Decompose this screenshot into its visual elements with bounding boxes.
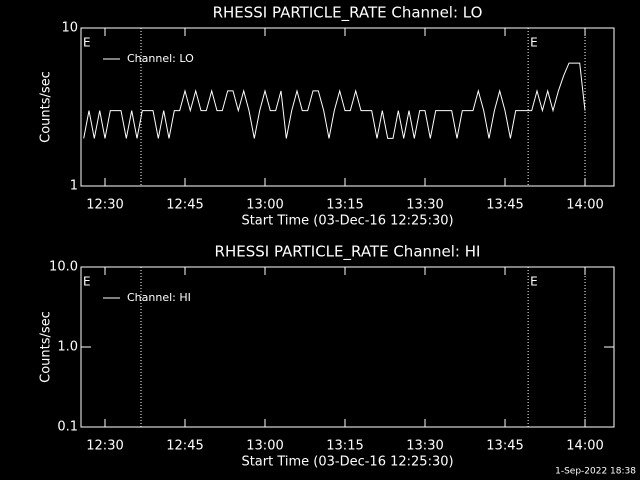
x-tick-label: 13:45 (486, 198, 523, 213)
x-axis-label: Start Time (03-Dec-16 12:25:30) (241, 214, 453, 229)
x-tick-label: 13:30 (406, 439, 443, 454)
y-tick-label: 10 (61, 21, 78, 36)
y-axis-label: Counts/sec (39, 311, 54, 383)
y-tick-label: 1 (70, 179, 78, 194)
x-tick-label: 12:30 (86, 198, 123, 213)
data-line (83, 62, 586, 139)
x-tick-label: 12:45 (166, 439, 203, 454)
annotation: E (83, 36, 91, 50)
y-tick-label: 10.0 (49, 260, 78, 275)
x-tick-label: 14:00 (566, 198, 603, 213)
annotation: E (530, 275, 538, 289)
x-axis-label: Start Time (03-Dec-16 12:25:30) (241, 455, 453, 470)
x-tick-label: 13:30 (406, 198, 443, 213)
chart-title: RHESSI PARTICLE_RATE Channel: LO (213, 4, 483, 23)
annotation: E (83, 275, 91, 289)
x-tick-label: 13:15 (326, 198, 363, 213)
annotation: E (530, 36, 538, 50)
x-tick-label: 13:15 (326, 439, 363, 454)
chart-title: RHESSI PARTICLE_RATE Channel: HI (215, 243, 481, 262)
x-tick-label: 13:45 (486, 439, 523, 454)
plot-frame (80, 27, 615, 187)
x-tick-label: 12:30 (86, 439, 123, 454)
footer: 1-Sep-2022 18:38 (555, 467, 636, 477)
y-tick-label: 0.1 (57, 420, 78, 435)
y-axis-label: Counts/sec (39, 71, 54, 143)
x-tick-label: 14:00 (566, 439, 603, 454)
x-tick-label: 13:00 (246, 198, 283, 213)
legend-label: Channel: HI (127, 291, 191, 304)
x-tick-label: 13:00 (246, 439, 283, 454)
y-tick-label: 1.0 (57, 340, 78, 355)
x-tick-label: 12:45 (166, 198, 203, 213)
legend-label: Channel: LO (127, 52, 194, 65)
